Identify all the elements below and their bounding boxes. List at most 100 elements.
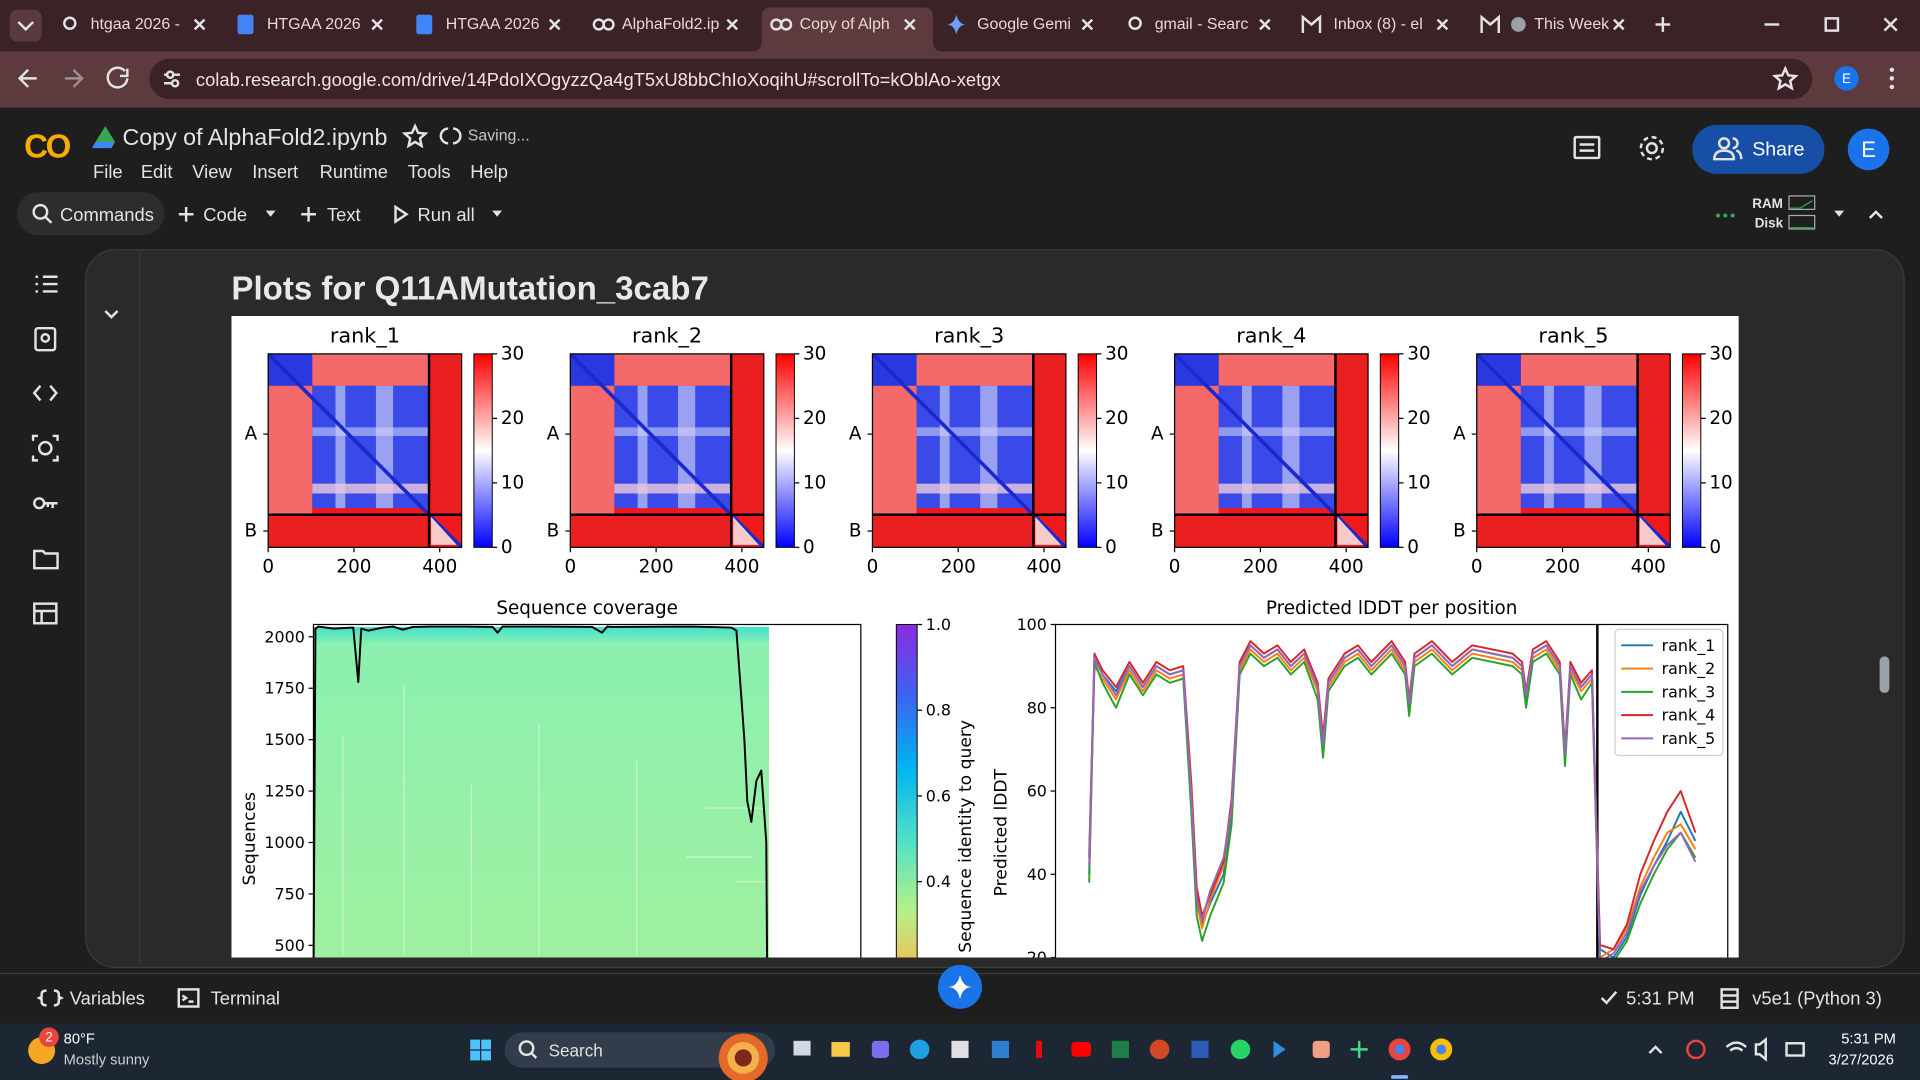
weather-text[interactable]: Mostly sunny (64, 1052, 150, 1068)
tab-search-button[interactable] (9, 9, 42, 42)
icon-part (342, 685, 766, 956)
clock-time[interactable]: 5:31 PM (1841, 1032, 1896, 1048)
comments-button[interactable] (1573, 135, 1601, 160)
url[interactable]: colab.research.google.com/drive/14PdoIXO… (196, 69, 1001, 90)
colorbar-tick-label: 10 (1105, 472, 1128, 493)
icon-part (1788, 214, 1816, 230)
tab-title[interactable]: Copy of Alph (800, 16, 890, 33)
user-initial[interactable]: E (1861, 137, 1876, 162)
system-tray[interactable] (1648, 1037, 1805, 1062)
drive-icon[interactable] (95, 126, 116, 143)
legend-label: rank_3 (1662, 682, 1716, 702)
collapse-cell[interactable] (104, 310, 119, 319)
tab-close-buttons[interactable] (193, 17, 1671, 32)
tab-title[interactable]: gmail - Searc (1155, 16, 1249, 33)
plot-title: Sequence coverage (496, 598, 678, 619)
taskbar-apps[interactable] (793, 1038, 1453, 1079)
clock-date[interactable]: 3/27/2026 (1829, 1052, 1894, 1068)
icon-part (40, 333, 51, 343)
y-tick-label: B (245, 521, 258, 542)
last-run-time[interactable]: 5:31 PM (1626, 987, 1694, 1008)
variables-button[interactable]: Variables (70, 987, 145, 1008)
plot-title: rank_3 (934, 324, 1004, 348)
tab-title[interactable]: Google Gemi (977, 16, 1071, 33)
icon-part (34, 326, 57, 352)
menu-item[interactable]: View (192, 161, 232, 182)
share-label[interactable]: Share (1752, 138, 1804, 160)
icon-part (1754, 1037, 1767, 1062)
tab-title[interactable]: Inbox (8) - el (1333, 16, 1422, 33)
terminal-button[interactable]: Terminal (211, 987, 280, 1008)
add-text-button[interactable]: Text (327, 204, 361, 225)
tab-title[interactable]: This Week (1534, 16, 1609, 33)
icon-part (1720, 988, 1739, 1009)
icon-part (1273, 1040, 1286, 1058)
tab-title[interactable]: HTGAA 2026 (446, 16, 540, 33)
menu-item[interactable]: Runtime (320, 161, 388, 182)
icon-part (1655, 17, 1671, 32)
active-tab[interactable] (751, 7, 943, 52)
sidebar[interactable] (31, 275, 59, 625)
temperature[interactable]: 80°F (64, 1032, 95, 1048)
window-controls[interactable] (1764, 17, 1898, 32)
taskbar-search[interactable] (504, 1032, 776, 1068)
settings-button[interactable] (1639, 135, 1665, 161)
site-info-icon[interactable] (164, 70, 180, 88)
tab-title[interactable]: HTGAA 2026 (267, 16, 361, 33)
run-all-button[interactable]: Run all (418, 204, 475, 225)
icon-part (416, 14, 433, 35)
plot-frame (871, 353, 1067, 548)
user-avatar[interactable] (1847, 128, 1890, 171)
icon-part (1230, 1039, 1251, 1060)
colorbar (775, 353, 795, 548)
commands-button[interactable] (17, 192, 165, 236)
add-code-button[interactable]: Code (203, 204, 247, 225)
commands-label[interactable]: Commands (60, 204, 154, 225)
icon-part (1259, 18, 1271, 31)
notebook-title[interactable]: Copy of AlphaFold2.ipynb (122, 124, 387, 150)
icon-part (1350, 1040, 1368, 1058)
profile-avatar[interactable] (1834, 66, 1859, 91)
menu-item[interactable]: Insert (252, 161, 298, 182)
icon-part (951, 1040, 969, 1058)
colorbar-tick-label: 10 (1407, 472, 1430, 493)
pae-image (872, 353, 1066, 548)
icon-part (1035, 1040, 1043, 1058)
bookmark-star[interactable] (1771, 65, 1799, 91)
start-button[interactable] (470, 1039, 492, 1061)
resource-meters[interactable] (1788, 195, 1816, 230)
browser-menu[interactable] (1889, 67, 1895, 90)
icon-part (1149, 1039, 1170, 1060)
icon-part (548, 18, 561, 31)
collapse-button[interactable] (1868, 210, 1883, 219)
share-button[interactable] (1692, 124, 1825, 174)
icon-part (1391, 1075, 1409, 1079)
menu-item[interactable]: File (93, 161, 123, 182)
icon-part (33, 602, 58, 625)
runtime-button[interactable]: v5e1 (Python 3) (1752, 987, 1882, 1008)
menu-item[interactable]: Edit (141, 161, 173, 182)
icon-part (518, 1040, 535, 1057)
menu-item[interactable]: Help (470, 161, 508, 182)
icon-part (1613, 18, 1625, 31)
menu-item[interactable]: Tools (408, 161, 451, 182)
x-tick-label: 400 (724, 556, 759, 577)
colorbar-tick-label: 1.0 (926, 615, 951, 634)
runtime-indicator[interactable] (1716, 213, 1735, 218)
tab-title[interactable]: AlphaFold2.ip (622, 16, 719, 33)
y-tick-label: 1250 (264, 782, 304, 801)
x-tick-label: 0 (564, 556, 576, 577)
colab-logo[interactable]: CO (24, 128, 73, 165)
nav-buttons[interactable] (17, 66, 129, 89)
icon-part (1790, 200, 1813, 209)
colorbar-tick-label: 0.8 (926, 701, 951, 720)
y-tick-label: 40 (1027, 865, 1047, 884)
star-button[interactable] (401, 123, 429, 149)
profile-initial[interactable]: E (1842, 71, 1851, 86)
tab-title[interactable]: htgaa 2026 - (91, 16, 180, 33)
y-tick-label: B (849, 521, 862, 542)
scrollbar[interactable] (1879, 656, 1890, 694)
taskbar-search-label[interactable]: Search (549, 1041, 603, 1061)
address-bar[interactable] (149, 58, 1813, 100)
